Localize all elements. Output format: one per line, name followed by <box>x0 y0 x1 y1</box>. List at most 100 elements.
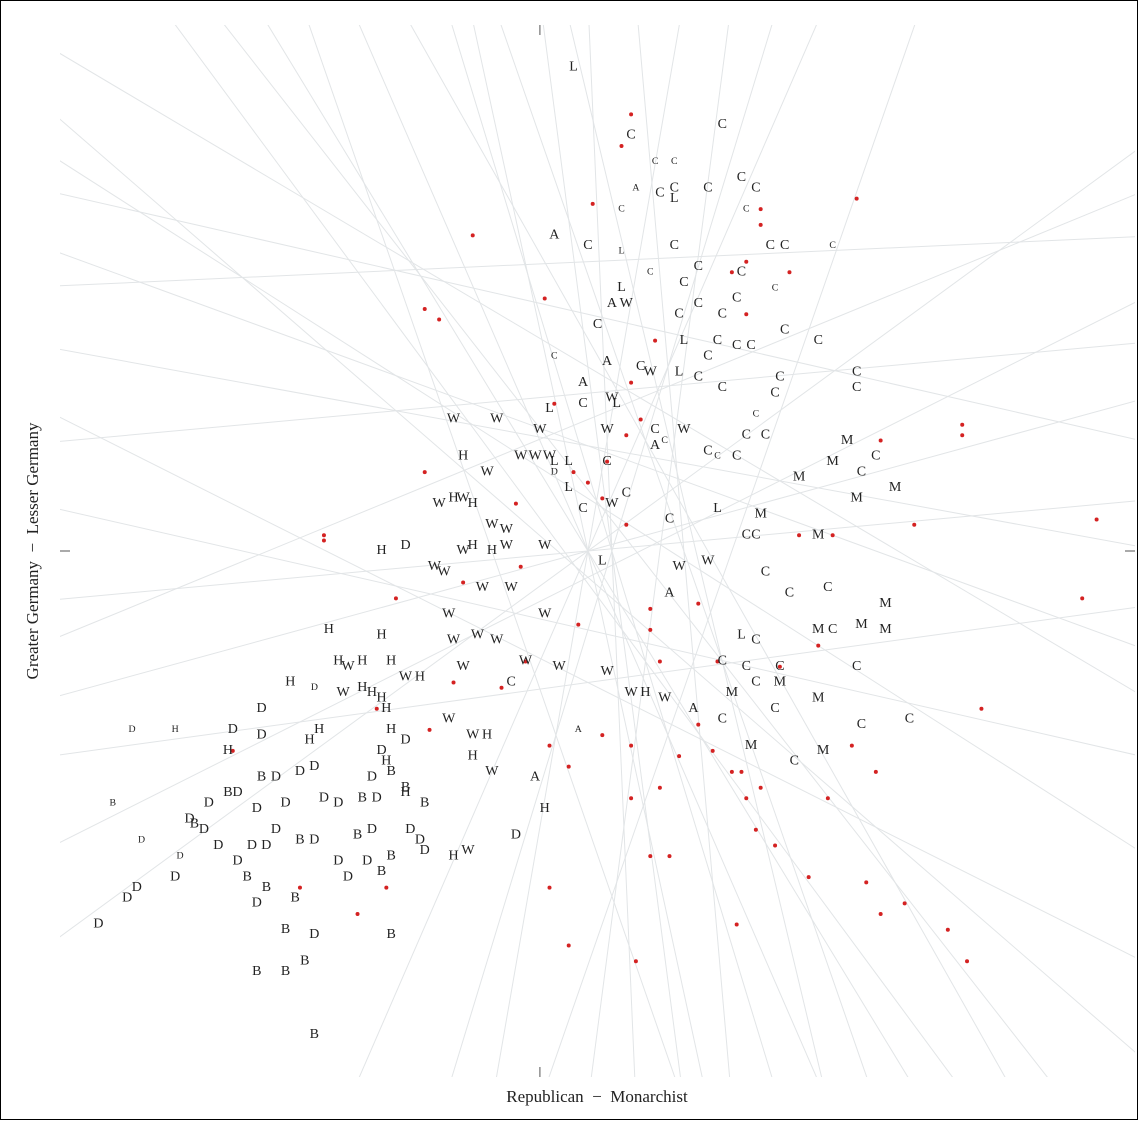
point-label: A <box>688 701 699 716</box>
point-label: A <box>664 585 675 600</box>
point-label: C <box>718 307 727 322</box>
point-label: D <box>280 796 290 811</box>
vote-dot <box>571 470 576 475</box>
point-label: D <box>138 835 145 846</box>
cutting-line <box>308 25 676 1077</box>
point-label: C <box>772 282 779 293</box>
point-label: B <box>353 827 362 842</box>
cutting-line <box>500 25 868 1077</box>
point-label: M <box>793 470 806 485</box>
point-label: C <box>703 180 712 195</box>
vote-dot <box>816 643 821 648</box>
point-label: C <box>647 266 654 277</box>
vote-dot <box>624 522 629 527</box>
point-label: D <box>295 764 305 779</box>
point-label: H <box>386 722 396 737</box>
vote-dot <box>619 143 624 148</box>
point-label: D <box>199 822 209 837</box>
point-label: C <box>671 156 678 167</box>
point-label: W <box>620 296 634 311</box>
point-label: D <box>405 822 415 837</box>
point-label: C <box>753 408 760 419</box>
vote-dot <box>422 470 427 475</box>
point-label: D <box>511 827 521 842</box>
point-label: D <box>333 854 343 869</box>
vote-dot <box>600 733 605 738</box>
cutting-lines <box>60 25 1135 1077</box>
point-label: H <box>400 785 410 800</box>
point-label: C <box>857 717 866 732</box>
vote-dot <box>657 659 662 664</box>
vote-dot <box>648 854 653 859</box>
vote-dot <box>657 785 662 790</box>
point-label: C <box>694 296 703 311</box>
point-label: D <box>309 759 319 774</box>
point-label: L <box>545 401 554 416</box>
point-label: H <box>367 685 377 700</box>
point-label: W <box>466 727 480 742</box>
point-label: C <box>770 701 779 716</box>
vote-dot <box>629 796 634 801</box>
point-label: W <box>337 685 351 700</box>
vote-dot <box>902 901 907 906</box>
cutting-line <box>60 160 1135 849</box>
cutting-line <box>223 25 1048 1077</box>
point-label: D <box>333 796 343 811</box>
point-label: W <box>457 659 471 674</box>
vote-dot <box>629 743 634 748</box>
vote-dot <box>566 943 571 948</box>
point-label: W <box>644 364 658 379</box>
point-label: H <box>381 701 391 716</box>
point-label: C <box>674 307 683 322</box>
point-label: H <box>482 727 492 742</box>
point-label: L <box>670 191 679 206</box>
cutting-line <box>548 25 916 1077</box>
point-label: C <box>852 659 861 674</box>
point-label: C <box>790 754 799 769</box>
point-label: C <box>814 333 823 348</box>
point-label: W <box>485 517 499 532</box>
vote-dot <box>422 307 427 312</box>
point-label: D <box>233 854 243 869</box>
point-label: M <box>812 527 825 542</box>
point-label: L <box>675 364 684 379</box>
point-label: H <box>357 654 367 669</box>
point-label: C <box>694 370 703 385</box>
point-label: W <box>538 606 552 621</box>
vote-dot <box>230 748 235 753</box>
point-label: D <box>367 822 377 837</box>
point-label: W <box>476 580 490 595</box>
vote-dot <box>979 706 984 711</box>
point-label: B <box>262 880 271 895</box>
point-label: M <box>850 491 863 506</box>
point-label: C <box>742 659 751 674</box>
point-label: L <box>564 480 573 495</box>
vote-dot <box>849 743 854 748</box>
vote-dot <box>696 722 701 727</box>
point-label: D <box>176 850 183 861</box>
vote-dot <box>825 796 830 801</box>
point-label: D <box>257 727 267 742</box>
point-label: B <box>420 796 429 811</box>
point-label: C <box>742 527 751 542</box>
point-label: D <box>400 538 410 553</box>
vote-dot <box>729 270 734 275</box>
vote-dot <box>585 480 590 485</box>
vote-dot <box>648 606 653 611</box>
cutting-line <box>60 150 1135 938</box>
vote-dot <box>629 380 634 385</box>
point-label: D <box>367 769 377 784</box>
vote-dot <box>758 207 763 212</box>
point-label: D <box>309 927 319 942</box>
point-label: M <box>826 454 839 469</box>
point-label: W <box>514 449 528 464</box>
vote-dot <box>427 727 432 732</box>
point-label: M <box>812 690 825 705</box>
point-label: C <box>751 180 760 195</box>
point-label: C <box>737 264 746 279</box>
point-label: C <box>766 238 775 253</box>
vote-dot <box>513 501 518 506</box>
vote-dot <box>1094 517 1099 522</box>
point-label: A <box>575 724 582 735</box>
point-label: H <box>172 724 179 735</box>
